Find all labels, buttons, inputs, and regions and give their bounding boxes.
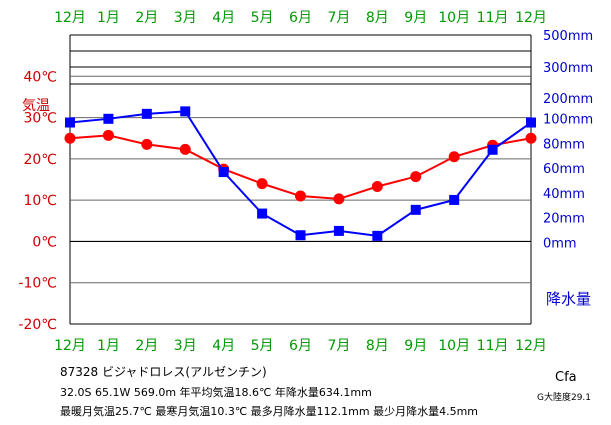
temp-tick-label: -20℃ bbox=[18, 317, 57, 333]
month-label-top: 11月 bbox=[477, 10, 509, 26]
month-label-bottom: 1月 bbox=[97, 338, 120, 354]
month-label-bottom: 9月 bbox=[404, 338, 427, 354]
month-label-top: 6月 bbox=[289, 10, 312, 26]
temp-axis-label: 気温 bbox=[22, 98, 50, 114]
temperature-point bbox=[448, 151, 460, 163]
month-label-top: 8月 bbox=[366, 10, 389, 26]
temperature-point bbox=[256, 178, 268, 190]
temperature-point bbox=[333, 193, 345, 205]
precip-axis-label: 降水量 bbox=[546, 290, 591, 308]
month-label-bottom: 8月 bbox=[366, 338, 389, 354]
precip-tick-label: 40mm bbox=[543, 187, 585, 202]
precipitation-point bbox=[295, 230, 306, 241]
precip-tick-label: 0mm bbox=[543, 236, 577, 251]
temp-tick-label: 10℃ bbox=[23, 193, 57, 209]
precipitation-point bbox=[487, 144, 498, 155]
month-label-bottom: 3月 bbox=[174, 338, 197, 354]
precipitation-point bbox=[410, 204, 421, 215]
station-title: 87328 ビジャドロレス(アルゼンチン) bbox=[60, 365, 267, 379]
precipitation-point bbox=[372, 230, 383, 241]
month-label-bottom: 12月 bbox=[515, 338, 547, 354]
precip-tick-label: 300mm bbox=[543, 61, 593, 76]
temp-tick-label: 0℃ bbox=[32, 234, 57, 250]
station-summary: 32.0S 65.1W 569.0m 年平均気温18.6℃ 年降水量634.1m… bbox=[60, 386, 372, 399]
precipitation-point bbox=[449, 194, 460, 205]
temp-tick-label: 30℃ bbox=[23, 111, 57, 127]
station-extremes: 最暖月気温25.7℃ 最寒月気温10.3℃ 最多月降水量112.1mm 最少月降… bbox=[60, 405, 479, 418]
temperature-point bbox=[102, 129, 114, 141]
month-label-bottom: 6月 bbox=[289, 338, 312, 354]
precip-tick-label: 100mm bbox=[543, 113, 593, 128]
month-label-top: 1月 bbox=[97, 10, 120, 26]
temp-tick-label: 40℃ bbox=[23, 69, 57, 85]
precip-tick-label: 200mm bbox=[543, 92, 593, 107]
precipitation-point bbox=[333, 225, 344, 236]
month-label-bottom: 7月 bbox=[327, 338, 350, 354]
month-label-top: 12月 bbox=[54, 10, 86, 26]
precipitation-point bbox=[526, 117, 536, 128]
month-label-bottom: 10月 bbox=[438, 338, 470, 354]
precipitation-point bbox=[180, 106, 191, 117]
temp-tick-label: -10℃ bbox=[18, 276, 57, 292]
temperature-point bbox=[410, 171, 422, 183]
temperature-point bbox=[179, 143, 191, 155]
precipitation-line bbox=[69, 110, 532, 237]
month-label-top: 3月 bbox=[174, 10, 197, 26]
temperature-point bbox=[295, 190, 306, 202]
precipitation-point bbox=[218, 167, 229, 178]
continentality-index: G大陸度29.1 bbox=[537, 393, 592, 403]
month-label-top: 9月 bbox=[404, 10, 427, 26]
precip-tick-label: 20mm bbox=[543, 212, 585, 227]
month-label-bottom: 4月 bbox=[212, 338, 235, 354]
month-label-bottom: 11月 bbox=[477, 338, 509, 354]
precipitation-point bbox=[257, 208, 268, 219]
precipitation-point bbox=[103, 113, 114, 124]
month-label-bottom: 5月 bbox=[251, 338, 274, 354]
month-label-top: 5月 bbox=[251, 10, 274, 26]
month-label-top: 12月 bbox=[515, 10, 547, 26]
temperature-point bbox=[141, 138, 153, 150]
temperature-point bbox=[64, 132, 76, 144]
month-label-bottom: 12月 bbox=[54, 338, 86, 354]
precipitation-point bbox=[65, 117, 75, 128]
month-label-top: 4月 bbox=[212, 10, 235, 26]
month-label-bottom: 2月 bbox=[135, 338, 158, 354]
temp-tick-label: 20℃ bbox=[23, 152, 57, 168]
climate-class: Cfa bbox=[555, 370, 577, 385]
precip-tick-label: 500mm bbox=[543, 29, 593, 44]
month-label-top: 7月 bbox=[327, 10, 350, 26]
precipitation-point bbox=[141, 108, 152, 119]
month-label-top: 10月 bbox=[438, 10, 470, 26]
month-label-top: 2月 bbox=[135, 10, 158, 26]
precip-tick-label: 60mm bbox=[543, 162, 585, 177]
precip-tick-label: 80mm bbox=[543, 137, 585, 152]
temperature-point bbox=[525, 132, 537, 144]
temperature-point bbox=[371, 181, 383, 193]
